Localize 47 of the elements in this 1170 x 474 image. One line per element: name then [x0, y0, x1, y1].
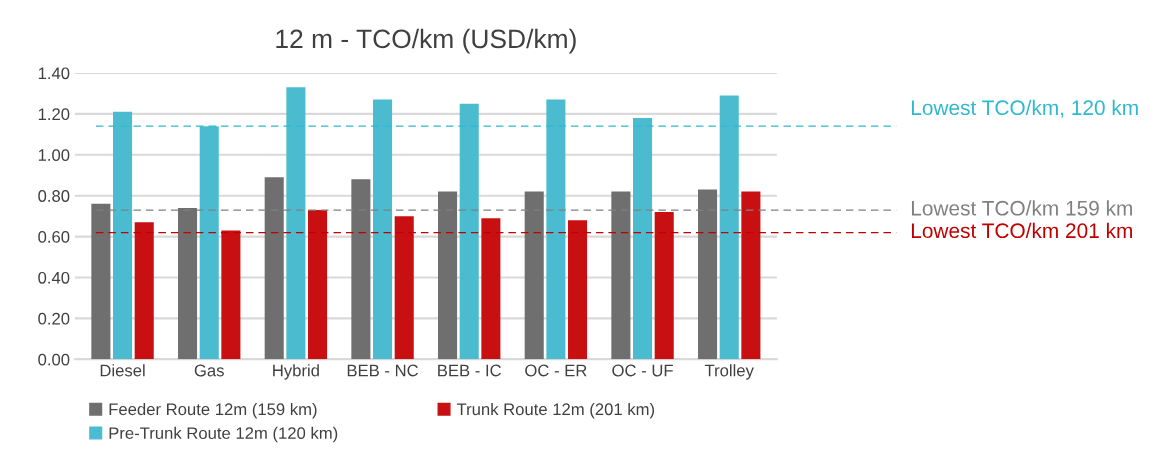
- x-tick-label: OC - ER: [525, 364, 587, 377]
- bar: [719, 95, 739, 360]
- bar: [221, 230, 241, 360]
- ref-line-label: Lowest TCO/km 201 km: [911, 222, 1132, 239]
- bar: [91, 203, 111, 360]
- legend-label: Trunk Route 12m (201 km): [456, 402, 655, 419]
- legend-label: Feeder Route 12m (159 km): [109, 402, 317, 419]
- bar: [286, 87, 306, 360]
- bar: [438, 191, 458, 360]
- x-tick-label: BEB - IC: [438, 364, 501, 377]
- bar: [633, 117, 653, 360]
- bar: [611, 191, 631, 360]
- bar: [654, 212, 674, 360]
- bar: [394, 216, 414, 360]
- bar: [308, 210, 328, 360]
- bar: [459, 103, 479, 360]
- y-tick-label: 1.20: [38, 108, 70, 121]
- ref-line-label: Lowest TCO/km, 120 km: [911, 99, 1138, 118]
- y-tick-label: 0.80: [38, 190, 70, 202]
- bar: [373, 99, 393, 360]
- bar: [698, 189, 718, 360]
- bar: [481, 218, 501, 360]
- y-tick-label: 0.20: [38, 312, 70, 325]
- bar: [568, 220, 588, 360]
- chart-title: 12 m - TCO/km (USD/km): [276, 28, 576, 54]
- bar: [264, 177, 284, 360]
- bar: [351, 179, 371, 360]
- y-tick-label: 0.40: [38, 271, 70, 284]
- x-tick-label: Gas: [194, 364, 224, 377]
- legend-label: Pre-Trunk Route 12m (120 km): [109, 426, 338, 443]
- bar: [524, 191, 544, 360]
- x-tick-label: Trolley: [704, 364, 754, 380]
- bar: [134, 222, 154, 360]
- x-tick-label: OC - UF: [612, 364, 673, 377]
- bar: [199, 126, 219, 360]
- y-tick-label: 1.00: [38, 149, 70, 161]
- bar: [113, 111, 133, 360]
- x-tick-label: Diesel: [100, 364, 145, 377]
- y-tick-label: 0.60: [38, 230, 70, 243]
- x-tick-label: BEB - NC: [347, 364, 419, 377]
- bar: [178, 207, 198, 360]
- y-tick-label: 1.40: [38, 67, 70, 80]
- x-tick-label: Hybrid: [273, 364, 319, 380]
- bar: [546, 99, 566, 360]
- bar: [741, 191, 761, 360]
- ref-line-label: Lowest TCO/km 159 km: [911, 200, 1132, 216]
- y-tick-label: 0.00: [38, 353, 70, 366]
